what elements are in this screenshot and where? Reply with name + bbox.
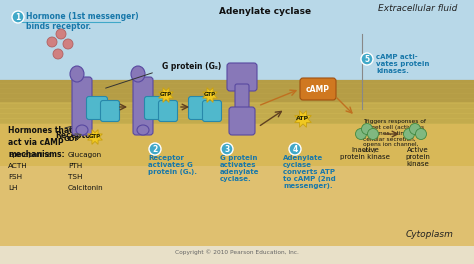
Text: ATP: ATP (296, 116, 310, 121)
Circle shape (53, 49, 63, 59)
FancyBboxPatch shape (229, 107, 255, 135)
Circle shape (149, 143, 161, 155)
Circle shape (221, 143, 233, 155)
Polygon shape (202, 88, 218, 102)
FancyBboxPatch shape (86, 97, 108, 120)
FancyBboxPatch shape (0, 80, 474, 102)
Ellipse shape (131, 66, 145, 82)
Text: GTP: GTP (160, 92, 172, 97)
Circle shape (367, 129, 379, 139)
Circle shape (47, 37, 57, 47)
Text: Hormone (1st messenger)
binds receptor.: Hormone (1st messenger) binds receptor. (26, 12, 138, 31)
Circle shape (289, 143, 301, 155)
FancyBboxPatch shape (145, 97, 165, 120)
Text: PTH: PTH (68, 163, 82, 169)
Text: 2: 2 (152, 144, 158, 153)
Text: Cytoplasm: Cytoplasm (406, 230, 454, 239)
Polygon shape (295, 111, 311, 127)
Text: GTP: GTP (204, 92, 216, 97)
Text: 4: 4 (292, 144, 298, 153)
Text: Receptor
activates G
protein (Gₛ).: Receptor activates G protein (Gₛ). (148, 155, 197, 175)
Text: Copyright © 2010 Pearson Education, Inc.: Copyright © 2010 Pearson Education, Inc. (175, 249, 299, 255)
Text: GTP: GTP (89, 134, 101, 139)
Text: ACTH: ACTH (8, 163, 28, 169)
Text: Epinephrine: Epinephrine (8, 152, 51, 158)
Text: 3: 3 (224, 144, 229, 153)
Text: Hormones that
act via cAMP
mechanisms:: Hormones that act via cAMP mechanisms: (8, 126, 73, 159)
Text: Inactive
protein kinase: Inactive protein kinase (340, 147, 390, 160)
FancyBboxPatch shape (227, 63, 257, 91)
Text: Active
protein
kinase: Active protein kinase (406, 147, 430, 167)
Text: Extracellular fluid: Extracellular fluid (378, 4, 458, 13)
FancyBboxPatch shape (72, 77, 92, 135)
FancyBboxPatch shape (235, 84, 249, 114)
Text: 1: 1 (15, 12, 21, 21)
Text: FSH: FSH (8, 174, 22, 180)
Text: G protein
activates
adenylate
cyclase.: G protein activates adenylate cyclase. (220, 155, 259, 182)
Text: cAMP acti-
vates protein
kinases.: cAMP acti- vates protein kinases. (376, 54, 429, 74)
Text: Adenylate cyclase: Adenylate cyclase (219, 7, 311, 16)
FancyBboxPatch shape (0, 246, 474, 264)
Circle shape (362, 124, 373, 134)
Text: TSH: TSH (68, 174, 82, 180)
FancyBboxPatch shape (0, 0, 474, 116)
Polygon shape (88, 130, 102, 144)
Circle shape (56, 29, 66, 39)
Circle shape (12, 11, 24, 23)
FancyBboxPatch shape (0, 166, 474, 246)
FancyBboxPatch shape (189, 97, 210, 120)
Text: LH: LH (8, 185, 18, 191)
FancyBboxPatch shape (300, 78, 336, 100)
Ellipse shape (76, 125, 88, 135)
Circle shape (63, 39, 73, 49)
Text: Glucagon: Glucagon (68, 152, 102, 158)
FancyBboxPatch shape (0, 102, 474, 124)
Circle shape (403, 129, 414, 139)
FancyBboxPatch shape (133, 77, 153, 135)
Text: Calcitonin: Calcitonin (68, 185, 104, 191)
Polygon shape (159, 88, 173, 102)
Text: 5: 5 (365, 54, 370, 64)
FancyBboxPatch shape (158, 101, 177, 121)
Circle shape (356, 129, 366, 139)
Text: Receptor: Receptor (55, 131, 94, 140)
Text: Adenylate
cyclase
converts ATP
to cAMP (2nd
messenger).: Adenylate cyclase converts ATP to cAMP (… (283, 155, 336, 189)
FancyBboxPatch shape (202, 101, 221, 121)
Text: Triggers responses of
target cell (activates
enzymes, stimulates
cellular secret: Triggers responses of target cell (activ… (363, 119, 426, 153)
Circle shape (410, 124, 420, 134)
Text: GDP: GDP (64, 136, 80, 142)
Circle shape (416, 129, 427, 139)
Ellipse shape (70, 66, 84, 82)
Text: G protein (Gₛ): G protein (Gₛ) (162, 62, 221, 71)
FancyBboxPatch shape (0, 116, 474, 246)
Text: cAMP: cAMP (306, 84, 330, 93)
FancyBboxPatch shape (100, 101, 119, 121)
Ellipse shape (137, 125, 149, 135)
Circle shape (361, 53, 373, 65)
